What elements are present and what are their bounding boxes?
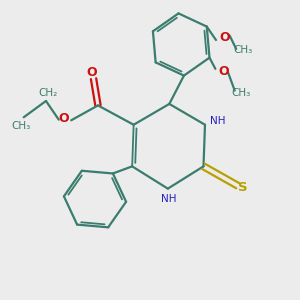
Text: O: O (220, 31, 230, 44)
Text: O: O (58, 112, 69, 125)
Text: O: O (218, 65, 229, 78)
Text: NH: NH (161, 194, 176, 204)
Text: CH₃: CH₃ (233, 45, 252, 56)
Text: S: S (238, 181, 248, 194)
Text: CH₃: CH₃ (12, 121, 31, 130)
Text: O: O (87, 66, 98, 79)
Text: CH₃: CH₃ (232, 88, 251, 98)
Text: CH₂: CH₂ (39, 88, 58, 98)
Text: NH: NH (210, 116, 225, 126)
